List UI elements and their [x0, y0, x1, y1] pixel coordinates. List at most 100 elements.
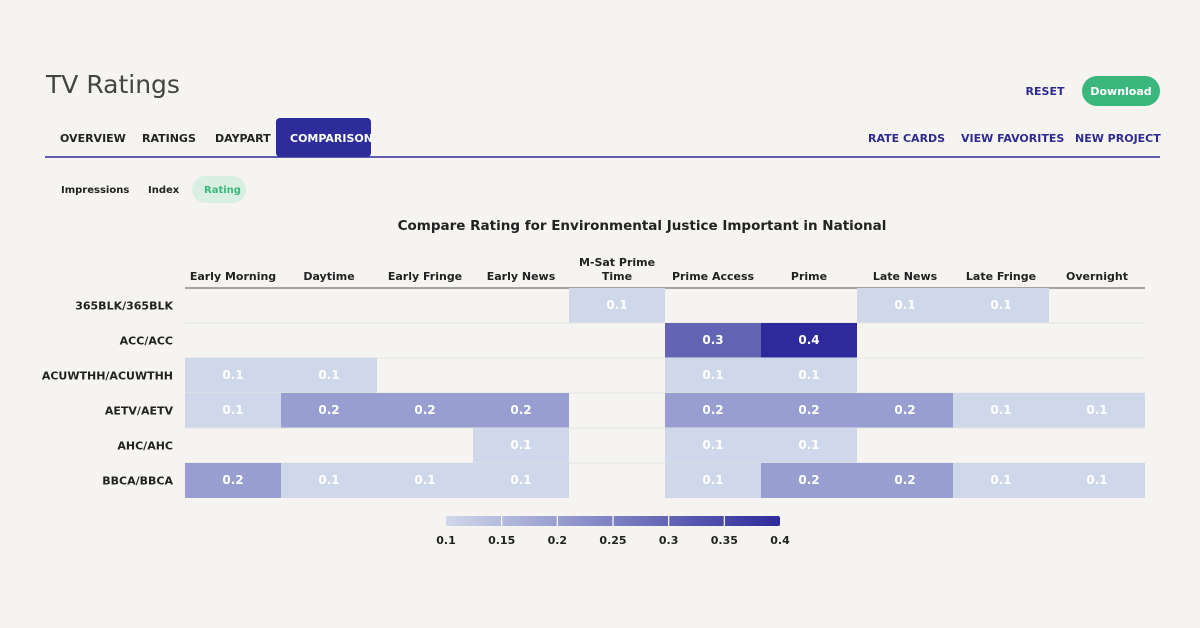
- colorbar-tick-label: 0.2: [548, 534, 568, 547]
- cell-label: 0.1: [222, 403, 243, 417]
- cell-label: 0.1: [702, 368, 723, 382]
- subtab[interactable]: Index: [148, 185, 180, 196]
- cell-label: 0.1: [702, 438, 723, 452]
- cell-label: 0.1: [510, 438, 531, 452]
- reset-button[interactable]: RESET: [1026, 85, 1065, 98]
- cell-label: 0.2: [798, 403, 819, 417]
- heat-cell: [473, 463, 569, 498]
- column-header: Overnight: [1066, 270, 1128, 283]
- cell-label: 0.2: [222, 473, 243, 487]
- heat-cell: [281, 393, 377, 428]
- tab[interactable]: DAYPART: [215, 132, 271, 145]
- cell-label: 0.1: [606, 298, 627, 312]
- cell-label: 0.1: [1086, 473, 1107, 487]
- column-header: Prime Access: [671, 270, 755, 283]
- heat-cell: [857, 463, 953, 498]
- cell-label: 0.1: [318, 473, 339, 487]
- row-label: ACC/ACC: [120, 335, 173, 348]
- row-label: 365BLK/365BLK: [75, 300, 173, 313]
- cell-label: 0.2: [414, 403, 435, 417]
- heat-cell: [377, 463, 473, 498]
- cell-label: 0.2: [318, 403, 339, 417]
- row-label: BBCA/BBCA: [102, 475, 173, 488]
- column-header-box: Late Fringe: [966, 270, 1036, 283]
- cell-label: 0.2: [798, 473, 819, 487]
- heat-cell: [1049, 393, 1145, 428]
- column-header: M-Sat Prime Time: [578, 256, 656, 283]
- heat-cell: [569, 288, 665, 323]
- heat-cell: [953, 288, 1049, 323]
- colorbar-tick-label: 0.1: [436, 534, 456, 547]
- nav-link[interactable]: NEW PROJECT: [1075, 132, 1161, 145]
- download-button[interactable]: [1082, 76, 1160, 106]
- column-header-box: Early Fringe: [387, 270, 463, 283]
- heat-cell: [665, 393, 761, 428]
- heat-cell: [665, 463, 761, 498]
- row-label: AETV/AETV: [105, 405, 174, 418]
- heat-cell: [185, 358, 281, 393]
- column-header: Daytime: [303, 270, 355, 283]
- column-header: Early Fringe: [387, 270, 463, 283]
- tab[interactable]: RATINGS: [142, 132, 196, 145]
- column-header-box: Overnight: [1066, 270, 1128, 283]
- cell-label: 0.1: [702, 473, 723, 487]
- chart-title: Compare Rating for Environmental Justice…: [398, 218, 887, 234]
- column-header-box: Prime Access: [671, 270, 755, 283]
- cell-label: 0.2: [894, 473, 915, 487]
- heat-cell: [857, 288, 953, 323]
- cell-label: 0.1: [510, 473, 531, 487]
- colorbar-tick-label: 0.4: [770, 534, 790, 547]
- heat-cell: [761, 358, 857, 393]
- cell-label: 0.1: [990, 473, 1011, 487]
- heat-cell: [473, 393, 569, 428]
- cell-label: 0.1: [1086, 403, 1107, 417]
- heat-cell: [761, 393, 857, 428]
- tab[interactable]: OVERVIEW: [60, 132, 126, 145]
- page-title: TV Ratings: [45, 70, 180, 99]
- heat-cell: [281, 463, 377, 498]
- cell-label: 0.1: [222, 368, 243, 382]
- heat-cell: [185, 393, 281, 428]
- column-header-box: Early Morning: [189, 270, 277, 283]
- heat-cell: [665, 358, 761, 393]
- cell-label: 0.4: [798, 333, 819, 347]
- subtab[interactable]: Impressions: [61, 185, 129, 196]
- column-header-box: M-Sat Prime Time: [578, 256, 656, 283]
- column-header: Prime: [790, 270, 828, 283]
- heat-cell: [377, 393, 473, 428]
- cell-label: 0.1: [990, 403, 1011, 417]
- cell-label: 0.2: [510, 403, 531, 417]
- heat-cell: [281, 358, 377, 393]
- cell-label: 0.1: [798, 438, 819, 452]
- cell-label: 0.2: [702, 403, 723, 417]
- download-label[interactable]: Download: [1090, 85, 1151, 98]
- heat-cell: [185, 463, 281, 498]
- cell-label: 0.1: [414, 473, 435, 487]
- column-header-box: Prime: [790, 270, 828, 283]
- heat-cell: [953, 393, 1049, 428]
- nav-link[interactable]: VIEW FAVORITES: [961, 132, 1064, 145]
- active-subtab[interactable]: [192, 176, 246, 203]
- heat-cell: [857, 393, 953, 428]
- active-tab[interactable]: [276, 118, 371, 157]
- subtab[interactable]: Rating: [204, 185, 241, 196]
- cell-label: 0.1: [798, 368, 819, 382]
- column-header-box: Late News: [872, 270, 938, 283]
- cell-label: 0.2: [894, 403, 915, 417]
- cell-label: 0.1: [894, 298, 915, 312]
- heat-cell: [761, 428, 857, 463]
- column-header: Early Morning: [189, 270, 277, 283]
- cell-label: 0.1: [990, 298, 1011, 312]
- heat-cell: [761, 323, 857, 358]
- heat-cell: [665, 428, 761, 463]
- column-header: Late News: [872, 270, 938, 283]
- nav-link[interactable]: RATE CARDS: [868, 132, 945, 145]
- colorbar-tick-label: 0.35: [711, 534, 738, 547]
- cell-label: 0.3: [702, 333, 723, 347]
- tab[interactable]: COMPARISON: [290, 132, 373, 145]
- heat-cell: [473, 428, 569, 463]
- column-header-box: Early News: [487, 270, 556, 283]
- heat-cell: [953, 463, 1049, 498]
- colorbar-tick-label: 0.15: [488, 534, 515, 547]
- heat-cell: [665, 323, 761, 358]
